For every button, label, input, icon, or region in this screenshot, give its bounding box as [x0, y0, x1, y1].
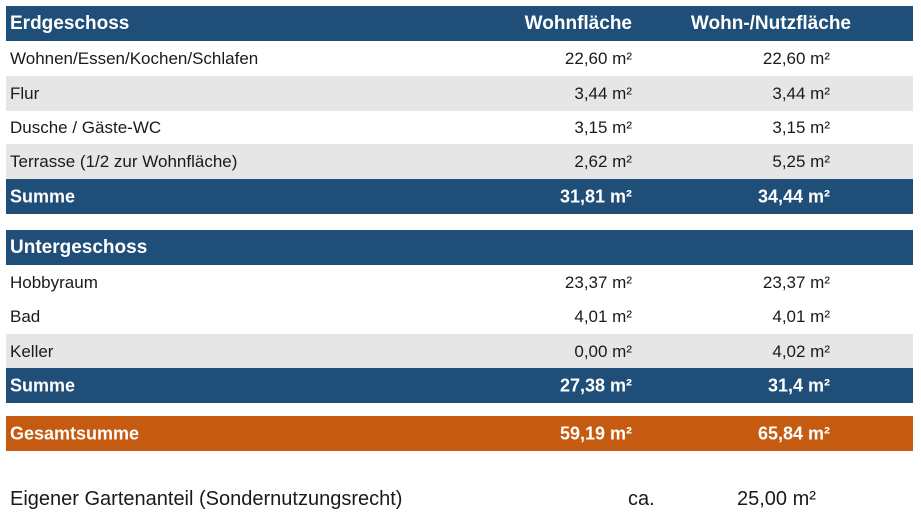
sum-wohnflaeche: 31,81 m² — [559, 186, 632, 206]
room-label: Bad — [10, 306, 41, 326]
total-nutzflaeche: 65,84 m² — [757, 423, 830, 443]
table-row: Hobbyraum 23,37 m² 23,37 m² — [6, 265, 913, 300]
garden-label: Eigener Gartenanteil (Sondernutzungsrech… — [10, 488, 403, 510]
table-row: Terrasse (1/2 zur Wohnfläche) 2,62 m² 5,… — [6, 144, 913, 179]
total-label: Gesamtsumme — [10, 423, 140, 443]
nutzflaeche-value: 22,60 m² — [762, 48, 830, 68]
sum-label: Summe — [10, 186, 76, 206]
room-label: Flur — [10, 83, 40, 103]
sum-row: Summe 31,81 m² 34,44 m² — [6, 179, 913, 214]
total-wohnflaeche: 59,19 m² — [559, 423, 632, 443]
section-title: Untergeschoss — [10, 236, 148, 258]
total-row: Gesamtsumme 59,19 m² 65,84 m² — [6, 416, 913, 451]
table-row: Dusche / Gäste-WC 3,15 m² 3,15 m² — [6, 110, 913, 145]
wohnflaeche-value: 2,62 m² — [574, 151, 632, 171]
garden-value: 25,00 m² — [737, 488, 816, 510]
column-header-wohnflaeche: Wohnfläche — [524, 12, 632, 34]
sum-row: Summe 27,38 m² 31,4 m² — [6, 368, 913, 403]
erdgeschoss-header: Erdgeschoss Wohnfläche Wohn-/Nutzfläche — [6, 6, 913, 41]
nutzflaeche-value: 23,37 m² — [762, 272, 830, 292]
sum-nutzflaeche: 34,44 m² — [757, 186, 830, 206]
wohnflaeche-value: 23,37 m² — [564, 272, 632, 292]
wohnflaeche-value: 4,01 m² — [574, 306, 632, 326]
room-label: Keller — [10, 341, 54, 361]
room-label: Wohnen/Essen/Kochen/Schlafen — [10, 48, 259, 68]
section-title: Erdgeschoss — [10, 12, 130, 34]
room-label: Hobbyraum — [10, 272, 98, 292]
wohnflaeche-value: 22,60 m² — [564, 48, 632, 68]
untergeschoss-header: Untergeschoss — [6, 230, 913, 265]
wohnflaeche-value: 3,44 m² — [574, 83, 632, 103]
table-row: Bad 4,01 m² 4,01 m² — [6, 299, 913, 334]
nutzflaeche-value: 3,15 m² — [772, 117, 830, 137]
sum-wohnflaeche: 27,38 m² — [559, 375, 632, 395]
nutzflaeche-value: 4,02 m² — [772, 341, 830, 361]
table-row: Flur 3,44 m² 3,44 m² — [6, 76, 913, 111]
table-row: Wohnen/Essen/Kochen/Schlafen 22,60 m² 22… — [6, 41, 913, 76]
wohnflaeche-value: 0,00 m² — [574, 341, 632, 361]
room-label: Dusche / Gäste-WC — [10, 117, 162, 137]
sum-label: Summe — [10, 375, 76, 395]
nutzflaeche-value: 3,44 m² — [772, 83, 830, 103]
nutzflaeche-value: 5,25 m² — [772, 151, 830, 171]
sum-nutzflaeche: 31,4 m² — [767, 375, 830, 395]
column-header-nutzflaeche: Wohn-/Nutzfläche — [690, 12, 851, 34]
garden-row: Eigener Gartenanteil (Sondernutzungsrech… — [10, 488, 910, 518]
room-label: Terrasse (1/2 zur Wohnfläche) — [10, 151, 238, 171]
garden-approx: ca. — [628, 488, 655, 510]
wohnflaeche-value: 3,15 m² — [574, 117, 632, 137]
table-row: Keller 0,00 m² 4,02 m² — [6, 334, 913, 369]
nutzflaeche-value: 4,01 m² — [772, 306, 830, 326]
